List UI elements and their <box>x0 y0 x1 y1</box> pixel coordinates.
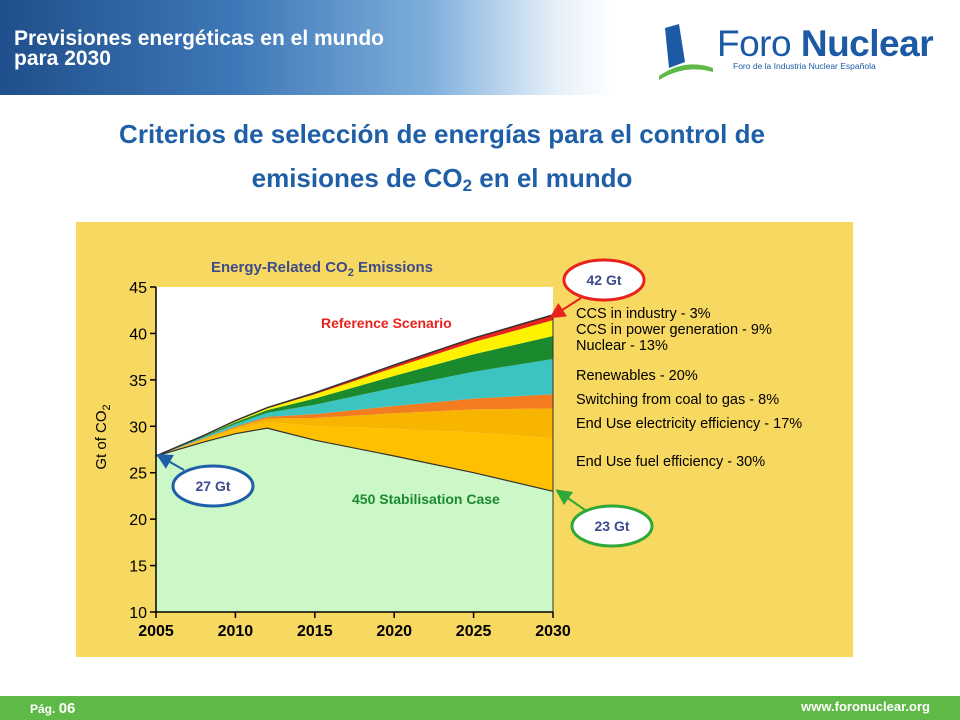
svg-text:42 Gt: 42 Gt <box>586 272 621 288</box>
band-renewables-20 <box>156 358 553 456</box>
callout-42gt: 42 Gt <box>549 258 646 319</box>
y-tick-label: 25 <box>129 466 147 483</box>
legend-item: Switching from coal to gas - 8% <box>576 392 779 408</box>
legend-item: End Use electricity efficiency - 17% <box>576 416 802 432</box>
logo-name-light: Foro <box>717 23 792 64</box>
logo-tagline: Foro de la Industria Nuclear Española <box>733 61 876 71</box>
chart-panel: 10 15 20 25 30 35 40 45 2005 2010 2015 2020 2025 2030… <box>76 222 853 657</box>
legend-item: Nuclear - 13% <box>576 338 668 354</box>
x-tick-label: 2025 <box>456 623 492 640</box>
band-ccs-in-power-generation-9 <box>156 320 553 456</box>
slide-title-subscript: 2 <box>462 176 473 195</box>
y-tick-label: 10 <box>129 605 147 622</box>
slide-title-rest: en el mundo <box>472 163 633 193</box>
band-end-use-fuel-efficiency-30 <box>156 422 553 492</box>
stabilisation-case-label: 450 Stabilisation Case <box>352 491 500 507</box>
y-tick-label: 45 <box>129 280 147 297</box>
logo-name: Foro Nuclear <box>717 23 934 64</box>
svg-text:27 Gt: 27 Gt <box>195 478 230 494</box>
stabilisation-area <box>156 428 553 612</box>
scenario-lines <box>155 314 554 612</box>
y-tick-label: 30 <box>129 419 147 436</box>
callout-27gt: 27 Gt <box>156 454 255 508</box>
slide-title-co: emisiones de CO <box>251 163 463 193</box>
x-tick-label: 2030 <box>535 623 571 640</box>
x-tick-label: 2020 <box>376 623 412 640</box>
band-switching-from-coal-to-gas-8 <box>156 394 553 456</box>
reference-scenario-label: Reference Scenario <box>321 315 452 331</box>
chart-axes <box>155 287 553 613</box>
legend-item: End Use fuel efficiency - 30% <box>576 454 765 470</box>
abatement-bands <box>156 314 553 612</box>
x-tick-label: 2015 <box>297 623 333 640</box>
band-ccs-in-industry-3 <box>156 314 553 456</box>
header-title-line-2: para 2030 <box>14 47 111 70</box>
website-link[interactable]: www.foronuclear.org <box>801 699 930 714</box>
chart-title: Energy-Related CO2 Emissions <box>211 259 433 279</box>
slide-title: Criterios de selección de energías para … <box>0 112 884 200</box>
stabilisation-case-line <box>155 427 554 492</box>
band-nuclear-13 <box>156 336 553 456</box>
band-end-use-electricity-efficiency-17 <box>156 408 553 456</box>
y-tick-label: 40 <box>129 326 147 343</box>
slide-title-line-1: Criterios de selección de energías para … <box>119 119 765 149</box>
slide-title-line-2: emisiones de CO2 en el mundo <box>0 156 884 200</box>
legend-item: CCS in power generation - 9% <box>576 322 772 338</box>
header-band <box>0 0 960 95</box>
header-title: Previsiones energéticas en el mundo para… <box>14 27 494 70</box>
page-indicator: Pág. 06 <box>30 700 75 717</box>
logo-name-bold: Nuclear <box>800 23 934 64</box>
logo-mark-icon <box>659 24 713 80</box>
foro-nuclear-logo[interactable]: Foro Nuclear Foro de la Industria Nuclea… <box>655 22 945 82</box>
y-tick-label: 35 <box>129 373 147 390</box>
callout-23gt: 23 Gt <box>555 489 654 548</box>
x-tick-label: 2010 <box>218 623 254 640</box>
page-number: 06 <box>58 700 76 717</box>
x-tick-label: 2005 <box>138 623 174 640</box>
reference-scenario-line <box>155 314 554 457</box>
svg-text:23 Gt: 23 Gt <box>594 518 629 534</box>
header-title-line-1: Previsiones energéticas en el mundo <box>14 27 384 50</box>
footer-bar <box>0 696 960 720</box>
y-axis-label: Gt of CO2 <box>93 404 113 469</box>
page-label: Pág. <box>30 702 56 716</box>
y-tick-label: 15 <box>129 559 147 576</box>
y-tick-label: 20 <box>129 512 147 529</box>
legend-item: CCS in industry - 3% <box>576 306 711 322</box>
chart-legend: CCS in industry - 3%CCS in power generat… <box>576 306 802 470</box>
legend-item: Renewables - 20% <box>576 368 698 384</box>
